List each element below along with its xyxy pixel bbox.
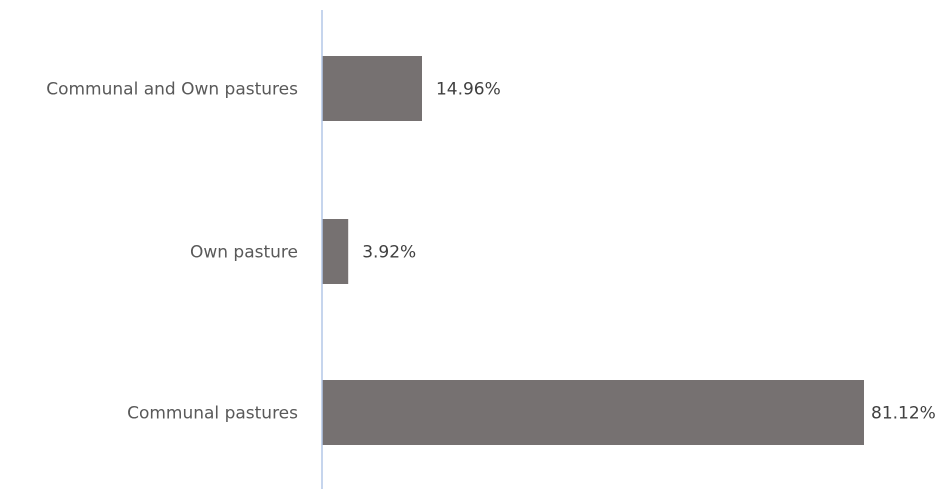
category-label-2: Communal pastures (127, 404, 298, 424)
bar-0 (322, 56, 422, 121)
bar-2 (322, 380, 864, 445)
data-label-0: 14.96% (436, 80, 501, 100)
category-label-0: Communal and Own pastures (46, 80, 298, 100)
data-label-2: 81.12% (871, 404, 936, 424)
bars-layer (322, 56, 864, 445)
labels-layer: Communal and Own pastures 14.96% Own pastu… (46, 80, 936, 424)
category-label-1: Own pasture (190, 243, 298, 263)
bar-1 (322, 219, 349, 284)
data-label-1: 3.92% (362, 243, 416, 263)
